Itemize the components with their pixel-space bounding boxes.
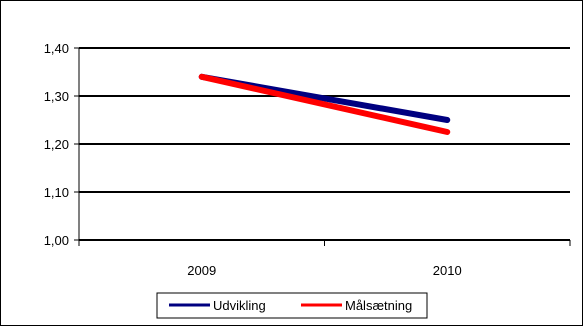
y-tick-label: 1,40 bbox=[44, 41, 69, 56]
series-line-malsaetning bbox=[198, 73, 451, 135]
axes bbox=[74, 47, 571, 246]
x-tick-label: 2009 bbox=[187, 263, 216, 278]
x-tick-label: 2010 bbox=[433, 263, 462, 278]
series-lines bbox=[198, 73, 451, 135]
legend-label-malsaetning: Målsætning bbox=[345, 298, 412, 313]
y-tick-label: 1,30 bbox=[44, 89, 69, 104]
y-tick-label: 1,20 bbox=[44, 137, 69, 152]
y-tick-label: 1,00 bbox=[44, 233, 69, 248]
y-tick-labels: 1,00 1,10 1,20 1,30 1,40 bbox=[44, 41, 69, 248]
legend: Udvikling Målsætning bbox=[156, 292, 428, 319]
legend-label-udvikling: Udvikling bbox=[213, 298, 266, 313]
x-tick-labels: 2009 2010 bbox=[187, 263, 461, 278]
y-tick-label: 1,10 bbox=[44, 185, 69, 200]
